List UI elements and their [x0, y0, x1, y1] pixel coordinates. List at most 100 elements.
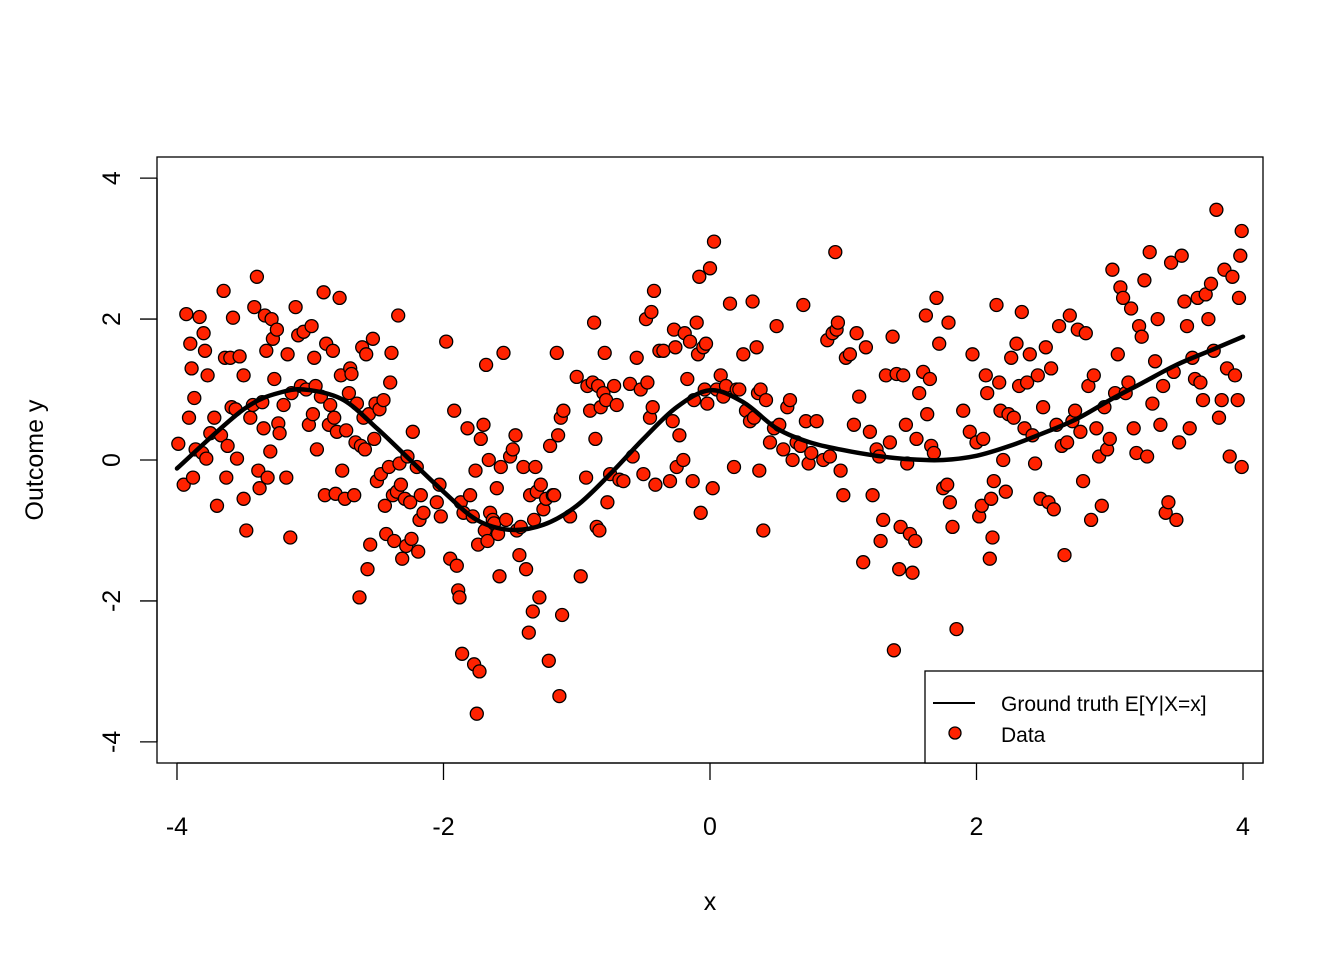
legend-point-symbol: [948, 726, 962, 740]
data-point: [949, 621, 964, 637]
data-point: [676, 452, 691, 468]
data-point: [229, 451, 245, 466]
data-point: [672, 428, 687, 443]
data-point: [263, 444, 278, 459]
data-point: [335, 463, 350, 478]
data-point: [1067, 403, 1083, 418]
data-point: [473, 431, 488, 447]
data-point: [541, 653, 556, 668]
data-point: [974, 498, 989, 513]
data-point: [1234, 223, 1249, 239]
data-point: [512, 547, 527, 563]
data-point: [516, 459, 531, 475]
data-point: [1014, 304, 1029, 320]
data-point: [181, 410, 197, 425]
data-point: [232, 349, 247, 364]
data-point: [1225, 269, 1240, 284]
data-point: [693, 505, 708, 520]
data-point: [893, 519, 908, 535]
data-point: [1009, 336, 1024, 351]
data-point: [1139, 449, 1155, 464]
data-point: [249, 269, 265, 284]
data-point: [822, 449, 838, 464]
data-point: [1086, 368, 1101, 383]
data-point: [416, 505, 431, 520]
data-point: [929, 290, 944, 306]
data-point: [985, 530, 1000, 545]
data-point: [1231, 290, 1247, 306]
data-point: [199, 451, 214, 466]
y-axis-label: Outcome y: [21, 399, 49, 520]
data-point: [616, 473, 631, 489]
data-point: [882, 435, 898, 450]
data-point: [209, 498, 225, 513]
data-point: [982, 551, 997, 566]
data-point: [1211, 410, 1227, 425]
data-point: [1222, 449, 1237, 464]
data-point: [1214, 392, 1229, 408]
data-point: [1161, 495, 1176, 510]
data-point: [411, 544, 426, 559]
data-point: [243, 410, 258, 425]
data-point: [1043, 361, 1059, 376]
data-point: [1234, 459, 1249, 475]
data-point: [279, 470, 294, 485]
data-point: [1155, 378, 1171, 394]
data-point: [865, 488, 880, 503]
data-point: [1203, 276, 1219, 291]
data-point: [269, 322, 285, 337]
data-point: [640, 375, 655, 390]
data-point: [1046, 502, 1061, 517]
data-point: [692, 269, 707, 284]
data-point: [942, 495, 958, 510]
data-point: [941, 315, 956, 330]
data-point: [682, 334, 698, 349]
data-point: [785, 452, 800, 468]
data-point: [852, 389, 867, 404]
data-point: [1035, 400, 1051, 415]
data-point: [932, 336, 947, 351]
data-point: [1110, 347, 1125, 362]
y-tick-label: 4: [98, 171, 126, 185]
data-point: [592, 523, 607, 538]
data-point: [252, 481, 267, 496]
data-point: [207, 410, 222, 425]
data-point: [196, 326, 211, 341]
data-point: [980, 385, 995, 401]
data-point: [307, 350, 322, 365]
data-point: [508, 428, 523, 443]
data-point: [662, 473, 678, 489]
data-point: [192, 309, 207, 325]
legend-box: [924, 670, 1264, 764]
data-point: [556, 403, 571, 418]
data-point: [276, 397, 291, 413]
data-point: [645, 400, 660, 415]
data-point: [896, 368, 911, 383]
data-point: [700, 396, 715, 411]
data-point: [528, 459, 543, 475]
data-point: [468, 463, 483, 478]
data-point: [384, 345, 399, 361]
data-point: [856, 555, 871, 570]
data-point: [1174, 248, 1189, 263]
data-point: [646, 283, 662, 299]
data-point: [323, 397, 338, 413]
data-point: [588, 431, 603, 447]
data-point: [1073, 424, 1088, 439]
data-point: [1019, 375, 1035, 390]
data-point: [1123, 301, 1139, 316]
data-point: [680, 371, 695, 387]
data-point: [187, 390, 202, 406]
data-point: [439, 334, 454, 349]
data-point: [962, 424, 977, 439]
data-point: [702, 261, 718, 276]
data-point: [493, 459, 508, 475]
data-point: [413, 488, 428, 503]
data-point: [433, 509, 448, 524]
data-point: [447, 403, 462, 418]
data-point: [1177, 294, 1192, 309]
data-point: [429, 495, 444, 510]
legend: Ground truth E[Y|X=x] Data: [924, 670, 1264, 764]
data-point: [685, 473, 700, 489]
